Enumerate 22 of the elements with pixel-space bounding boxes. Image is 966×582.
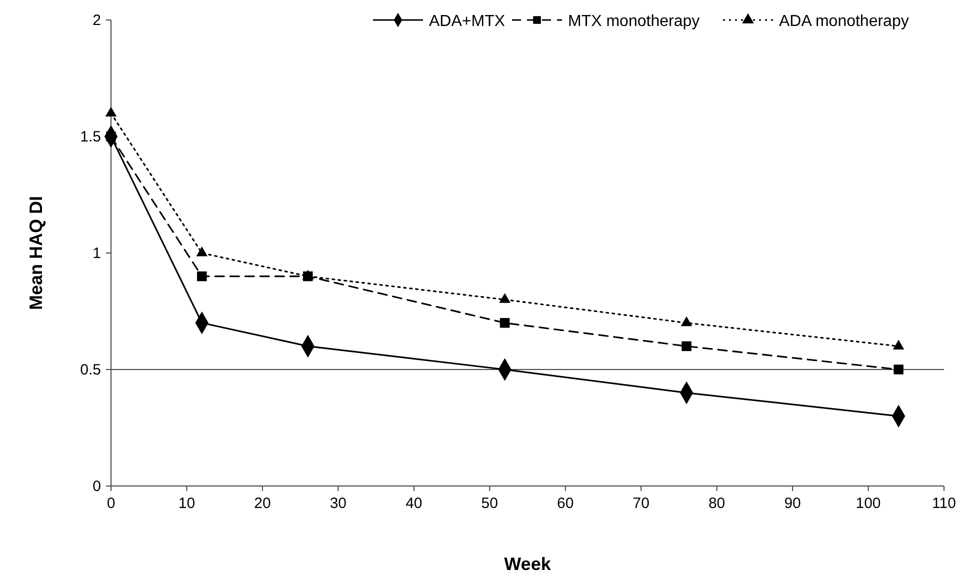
x-tick-label: 40: [406, 495, 422, 512]
x-tick-label: 0: [106, 495, 116, 512]
x-tick-label: 70: [632, 495, 650, 512]
legend-label: ADA monotherapy: [779, 13, 909, 30]
legend-label: MTX monotherapy: [568, 13, 700, 30]
y-tick-label: 0.5: [80, 362, 101, 378]
x-axis-title: Week: [504, 554, 552, 574]
x-tick-label: 60: [557, 495, 574, 512]
x-tick-label: 20: [254, 495, 271, 512]
y-tick-label: 0: [92, 478, 101, 495]
y-tick-label: 1.5: [80, 128, 101, 146]
x-tick-label: 30: [330, 495, 347, 512]
x-tick-label: 50: [481, 495, 498, 512]
x-tick-label: 90: [784, 495, 801, 512]
legend-label: ADA+MTX: [429, 13, 506, 30]
y-tick-label: 2: [92, 12, 101, 29]
x-tick-label: 10: [178, 495, 196, 512]
x-tick-label: 80: [708, 495, 726, 512]
x-tick-label: 100: [856, 495, 881, 512]
y-tick-label: 1: [92, 245, 101, 262]
x-tick-label: 110: [932, 495, 956, 512]
y-axis-title: Mean HAQ DI: [26, 196, 46, 310]
